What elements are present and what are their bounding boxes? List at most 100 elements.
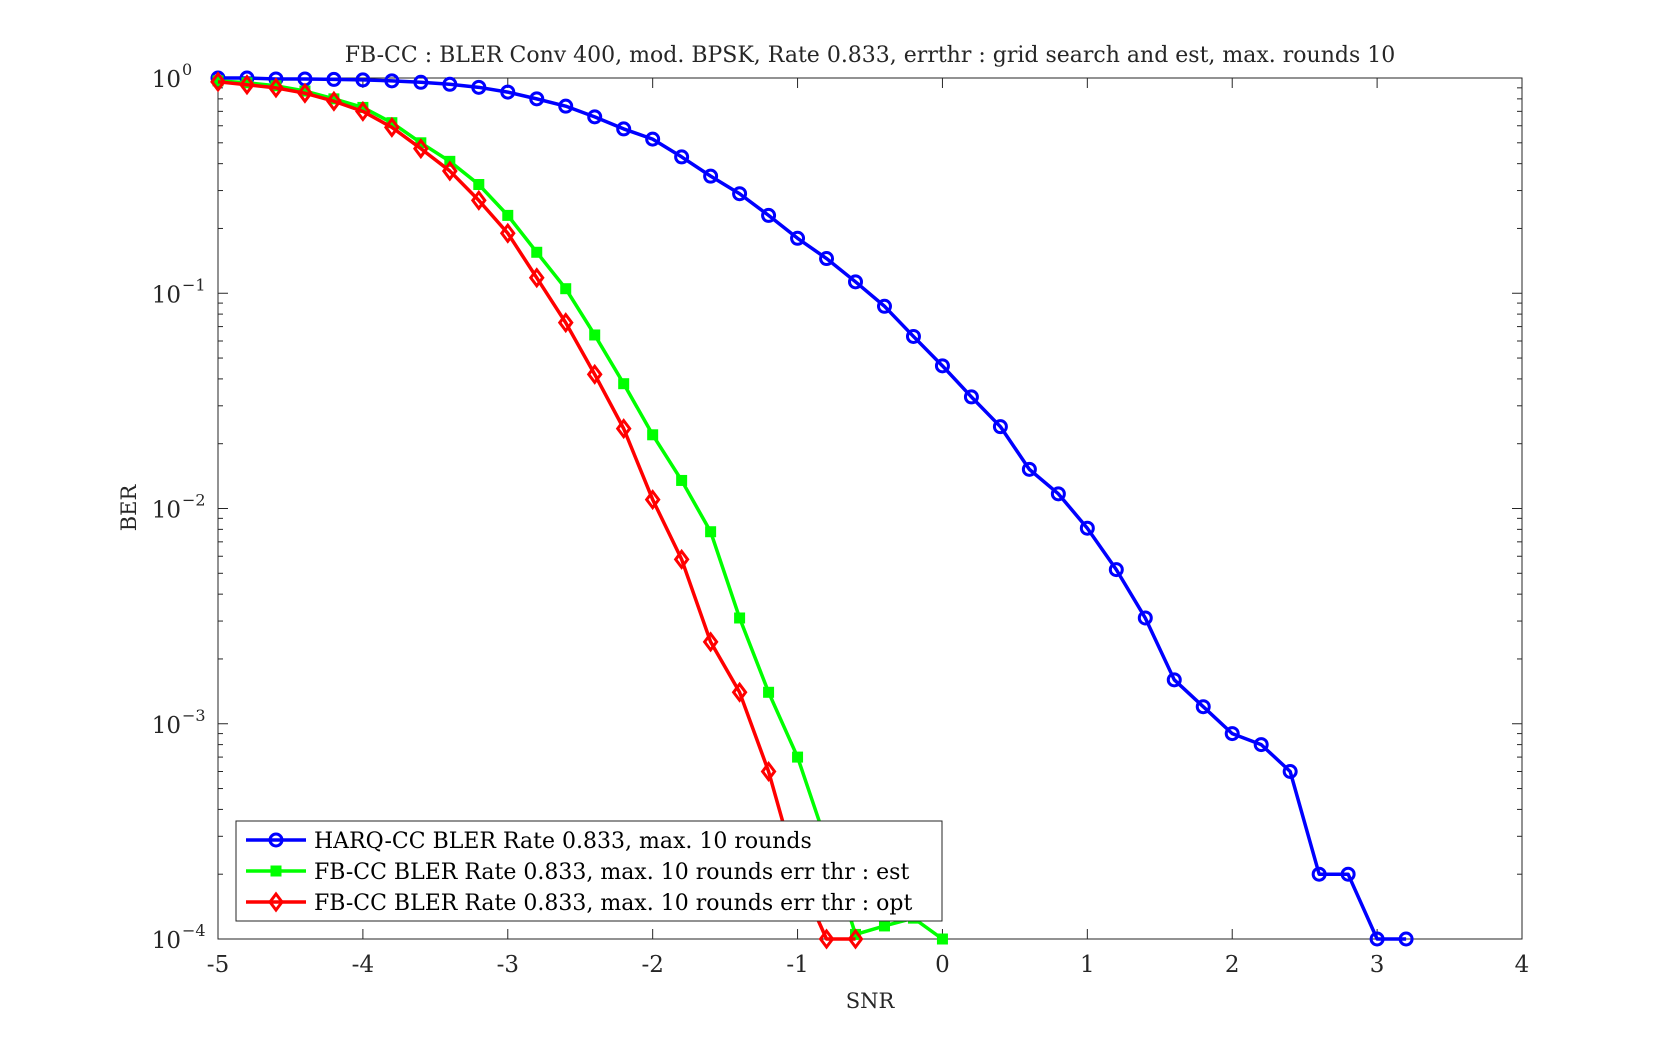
x-tick-label: -1: [786, 952, 808, 978]
data-point: [1224, 726, 1240, 742]
data-point: [876, 298, 892, 314]
data-point: [1398, 931, 1414, 947]
data-point: [674, 149, 690, 165]
data-point: [819, 251, 835, 267]
x-tick-label: -4: [352, 952, 374, 978]
data-point: [1253, 737, 1269, 753]
data-point: [1137, 610, 1153, 626]
data-point: [502, 209, 514, 221]
legend-marker: [270, 865, 282, 877]
data-point: [676, 474, 688, 486]
y-tick-label: 10: [152, 67, 181, 93]
data-point: [1050, 486, 1066, 502]
data-point: [471, 79, 487, 95]
x-tick-label: 4: [1515, 952, 1530, 978]
data-point: [1340, 866, 1356, 882]
x-tick-label: 0: [935, 952, 950, 978]
data-point: [355, 72, 371, 88]
y-tick-exponent: −4: [182, 921, 206, 940]
data-point: [1108, 562, 1124, 578]
x-axis-label: SNR: [846, 989, 896, 1013]
y-tick-exponent: −3: [182, 706, 206, 725]
y-tick-exponent: −2: [182, 491, 206, 510]
data-point: [326, 71, 342, 87]
data-point: [560, 283, 572, 295]
data-point: [413, 74, 429, 90]
data-point: [760, 761, 777, 783]
series-3: [210, 71, 864, 950]
data-point: [703, 168, 719, 184]
data-point: [616, 121, 632, 137]
y-tick-label: 10: [152, 928, 181, 954]
y-tick-exponent: −1: [182, 275, 206, 294]
x-tick-label: -2: [641, 952, 663, 978]
series-layer: [210, 70, 1414, 950]
plot-area: [217, 77, 1523, 940]
y-tick-label: 10: [152, 713, 181, 739]
data-point: [963, 389, 979, 405]
data-point: [239, 74, 255, 96]
data-point: [528, 267, 545, 289]
data-point: [531, 246, 543, 258]
data-point: [934, 358, 950, 374]
data-point: [731, 681, 748, 703]
data-point: [355, 100, 371, 122]
data-point: [1079, 520, 1095, 536]
y-tick-label: 10: [152, 282, 181, 308]
legend: HARQ-CC BLER Rate 0.833, max. 10 rounds F…: [235, 820, 943, 922]
data-point: [792, 751, 804, 763]
data-point: [992, 419, 1008, 435]
legend-label: FB-CC BLER Rate 0.833, max. 10 rounds er…: [314, 860, 909, 885]
legend-marker: [268, 891, 284, 913]
data-point: [1021, 461, 1037, 477]
legend-marker: [268, 832, 284, 848]
data-point: [210, 71, 226, 93]
data-point: [587, 109, 603, 125]
data-point: [644, 489, 661, 511]
data-point: [761, 207, 777, 223]
data-point: [1369, 931, 1385, 947]
legend-label: FB-CC BLER Rate 0.833, max. 10 rounds er…: [314, 891, 912, 916]
data-point: [473, 179, 485, 191]
data-point: [1311, 866, 1327, 882]
data-point: [557, 312, 574, 334]
x-tick-label: -3: [497, 952, 519, 978]
x-tick-label: 1: [1080, 952, 1095, 978]
data-point: [470, 189, 487, 211]
x-tick-label: -5: [207, 952, 229, 978]
series-line: [217, 80, 856, 941]
data-point: [936, 933, 948, 945]
data-point: [529, 91, 545, 107]
data-point: [705, 526, 717, 538]
data-point: [442, 76, 458, 92]
data-point: [1166, 672, 1182, 688]
y-tick-exponent: 0: [182, 60, 192, 79]
data-point: [297, 82, 313, 104]
data-point: [905, 328, 921, 344]
y-axis-label: BER: [117, 484, 141, 532]
data-point: [1282, 764, 1298, 780]
data-point: [412, 138, 429, 160]
data-point: [1195, 699, 1211, 715]
chart-title: FB-CC : BLER Conv 400, mod. BPSK, Rate 0…: [345, 43, 1395, 68]
legend-label: HARQ-CC BLER Rate 0.833, max. 10 rounds: [314, 829, 812, 854]
data-point: [558, 98, 574, 114]
data-point: [499, 222, 516, 244]
data-point: [326, 90, 342, 112]
data-point: [647, 429, 659, 441]
data-point: [383, 116, 400, 138]
data-point: [268, 77, 284, 99]
x-tick-label: 2: [1225, 952, 1240, 978]
data-point: [615, 418, 632, 440]
data-point: [732, 186, 748, 202]
data-point: [589, 329, 601, 341]
data-point: [384, 73, 400, 89]
data-point: [848, 274, 864, 290]
data-point: [618, 378, 630, 390]
data-point: [878, 920, 890, 932]
y-tick-label: 10: [152, 498, 181, 524]
data-point: [818, 928, 835, 950]
data-point: [734, 612, 746, 624]
